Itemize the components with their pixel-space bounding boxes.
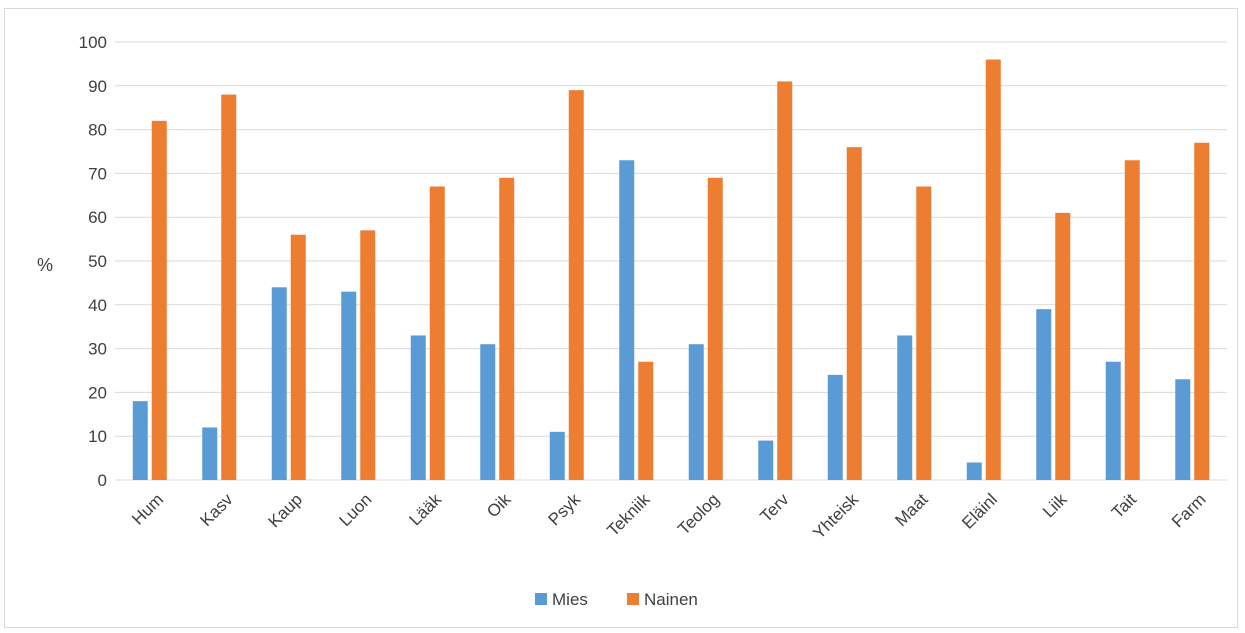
bar-nainen-10	[846, 147, 862, 480]
x-tick-label: Kaup	[265, 490, 307, 532]
x-tick-label: Tekniik	[603, 490, 654, 541]
bar-mies-0	[132, 401, 148, 480]
bar-chart: 0 10 20 30 40 50 60 70 80 90 100 Hum Kasv Kaup Luon Lä…	[37, 33, 1227, 609]
bar-nainen-9	[777, 81, 793, 481]
chart-frame: 0 10 20 30 40 50 60 70 80 90 100 Hum Kasv Kaup Luon Lä…	[4, 8, 1238, 628]
x-tick-label: Luon	[335, 490, 375, 530]
x-tick-label: Kasv	[196, 490, 237, 531]
x-tick-label: Eläinl	[958, 490, 1001, 533]
bar-mies-12	[966, 462, 982, 480]
y-tick-label: 30	[88, 340, 107, 359]
y-tick-labels: 0 10 20 30 40 50 60 70 80 90 100	[79, 33, 107, 490]
bar-nainen-0	[151, 120, 167, 480]
legend-label-nainen: Nainen	[644, 590, 698, 609]
bars	[132, 59, 1210, 481]
bar-nainen-4	[429, 186, 445, 481]
y-tick-label: 20	[88, 383, 107, 402]
bar-mies-1	[202, 427, 218, 480]
bar-mies-15	[1175, 379, 1191, 480]
bar-nainen-6	[568, 90, 584, 481]
bar-nainen-3	[360, 230, 376, 480]
x-tick-label: Terv	[756, 490, 792, 526]
y-tick-label: 100	[79, 33, 107, 52]
bar-nainen-7	[638, 361, 654, 480]
y-tick-label: 50	[88, 252, 107, 271]
y-axis-title: %	[37, 255, 53, 275]
y-tick-label: 80	[88, 121, 107, 140]
legend-swatch-nainen	[627, 593, 639, 605]
x-tick-label: Yhteisk	[809, 490, 862, 543]
bar-nainen-12	[985, 59, 1001, 481]
bar-nainen-11	[916, 186, 932, 481]
bar-mies-4	[410, 335, 426, 480]
bar-mies-7	[619, 160, 635, 480]
bar-nainen-5	[499, 177, 515, 480]
bar-mies-14	[1105, 361, 1121, 480]
x-tick-label: Liik	[1039, 490, 1071, 522]
x-tick-label: Teolog	[674, 490, 723, 539]
bar-nainen-13	[1055, 212, 1071, 480]
bar-nainen-2	[290, 234, 306, 480]
bar-mies-8	[688, 344, 704, 480]
y-tick-label: 90	[88, 77, 107, 96]
x-tick-label: Tait	[1108, 490, 1140, 522]
x-tick-label: Farm	[1168, 490, 1209, 531]
bar-mies-10	[827, 374, 843, 480]
bar-mies-13	[1036, 309, 1052, 480]
legend-label-mies: Mies	[552, 590, 588, 609]
y-tick-label: 40	[88, 296, 107, 315]
bar-nainen-8	[707, 177, 723, 480]
legend-swatch-mies	[535, 593, 547, 605]
bar-mies-11	[897, 335, 913, 480]
x-tick-label: Lääk	[406, 490, 446, 530]
bar-nainen-15	[1194, 142, 1210, 481]
x-tick-label: Psyk	[545, 490, 585, 530]
bar-mies-5	[480, 344, 496, 480]
x-tick-label: Oik	[483, 490, 515, 522]
y-tick-label: 10	[88, 427, 107, 446]
y-tick-label: 60	[88, 208, 107, 227]
x-tick-label: Maat	[891, 490, 931, 530]
bar-mies-6	[549, 431, 565, 480]
y-tick-label: 70	[88, 164, 107, 183]
y-tick-label: 0	[98, 471, 107, 490]
bar-mies-2	[271, 287, 287, 480]
x-tick-label: Hum	[128, 490, 167, 529]
bar-mies-9	[758, 440, 774, 480]
bar-nainen-14	[1124, 160, 1140, 480]
bar-nainen-1	[221, 94, 237, 480]
x-tick-labels: Hum Kasv Kaup Luon Lääk Oik Psyk Tekniik Teolog T…	[128, 490, 1209, 543]
bar-mies-3	[341, 291, 357, 480]
legend: Mies Nainen	[535, 590, 698, 609]
